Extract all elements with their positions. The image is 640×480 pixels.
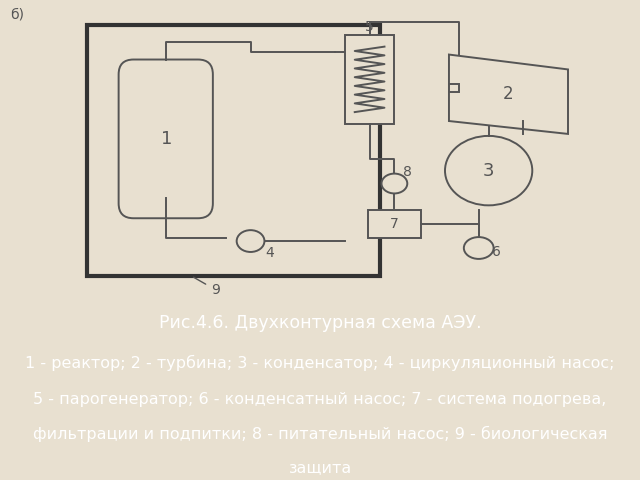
Bar	[87, 25, 380, 276]
Text: фильтрации и подпитки; 8 - питательный насос; 9 - биологическая: фильтрации и подпитки; 8 - питательный н…	[33, 426, 607, 443]
Text: б): б)	[10, 8, 24, 22]
Bar	[367, 210, 421, 238]
Text: 2: 2	[503, 85, 514, 103]
Text: 9: 9	[193, 277, 220, 297]
Text: 4: 4	[265, 246, 274, 260]
Text: 5 - парогенератор; 6 - конденсатный насос; 7 - система подогрева,: 5 - парогенератор; 6 - конденсатный насо…	[33, 392, 607, 407]
Ellipse shape	[237, 230, 264, 252]
Text: 8: 8	[403, 165, 412, 179]
Polygon shape	[449, 55, 568, 134]
Ellipse shape	[381, 174, 407, 193]
Ellipse shape	[445, 136, 532, 205]
Text: 1: 1	[161, 130, 172, 148]
FancyBboxPatch shape	[118, 60, 213, 218]
Text: 3: 3	[483, 162, 494, 180]
Text: 1 - реактор; 2 - турбина; 3 - конденсатор; 4 - циркуляционный насос;: 1 - реактор; 2 - турбина; 3 - конденсато…	[25, 355, 615, 372]
Bar	[345, 35, 394, 124]
Text: 5: 5	[365, 20, 374, 34]
Polygon shape	[449, 84, 459, 92]
Text: Рис.4.6. Двухконтурная схема АЭУ.: Рис.4.6. Двухконтурная схема АЭУ.	[159, 314, 481, 332]
Ellipse shape	[464, 237, 493, 259]
Text: 6: 6	[492, 245, 501, 259]
Text: 7: 7	[390, 217, 399, 231]
Text: защита: защита	[289, 460, 351, 475]
